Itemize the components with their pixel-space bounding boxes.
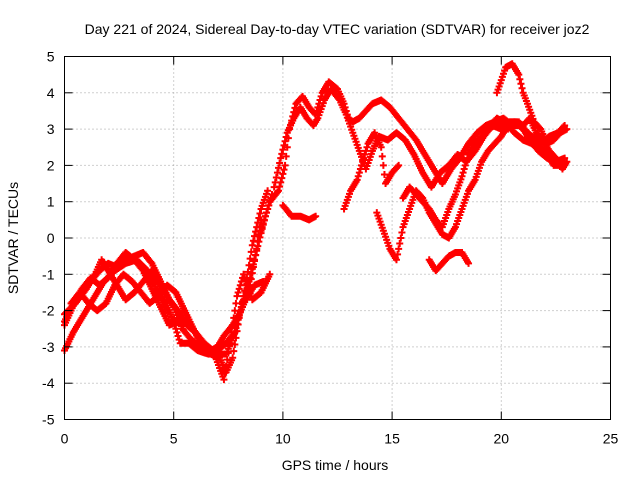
x-tick-label: 0 [61, 431, 69, 447]
x-tick-label: 10 [275, 431, 291, 447]
y-tick-label: 4 [47, 85, 55, 101]
y-tick-label: -4 [42, 375, 55, 391]
data-series-10 [373, 121, 553, 264]
data-series-markers [279, 201, 320, 224]
y-tick-label: 3 [47, 121, 55, 137]
y-tick-label: -1 [42, 266, 55, 282]
y-tick-label: -2 [42, 303, 55, 319]
y-tick-label: 1 [47, 194, 55, 210]
data-series-markers [67, 270, 267, 355]
data-series-markers [425, 249, 473, 275]
data-series-markers [486, 114, 571, 173]
y-axis-label: SDTVAR / TECUs [5, 182, 21, 294]
x-tick-label: 20 [494, 431, 510, 447]
x-tick-labels: 0 5 10 15 20 25 [61, 431, 619, 447]
y-tick-label: -5 [42, 412, 55, 428]
data-series-14 [486, 114, 571, 173]
y-tick-label: -3 [42, 339, 55, 355]
data-series-12 [425, 249, 473, 275]
data-series-8 [279, 201, 320, 224]
y-tick-labels: 5 4 3 2 1 0 -1 -2 -3 -4 -5 [42, 49, 55, 428]
y-tick-label: 2 [47, 157, 55, 173]
data-series-9 [340, 129, 403, 213]
chart-title: Day 221 of 2024, Sidereal Day-to-day VTE… [85, 21, 590, 37]
y-tick-label: 0 [47, 230, 55, 246]
data-series-5 [67, 270, 267, 355]
x-tick-label: 25 [603, 431, 619, 447]
data-series-markers [493, 60, 571, 148]
x-tick-label: 5 [170, 431, 178, 447]
data-marks [61, 60, 571, 384]
grid-lines [64, 56, 611, 420]
y-tick-label: 5 [47, 49, 55, 65]
x-tick-label: 15 [384, 431, 400, 447]
data-series-markers [373, 121, 553, 264]
data-series-13 [493, 60, 571, 148]
axis-ticks [64, 56, 611, 420]
x-axis-label: GPS time / hours [282, 457, 389, 473]
data-series-markers [340, 129, 403, 213]
